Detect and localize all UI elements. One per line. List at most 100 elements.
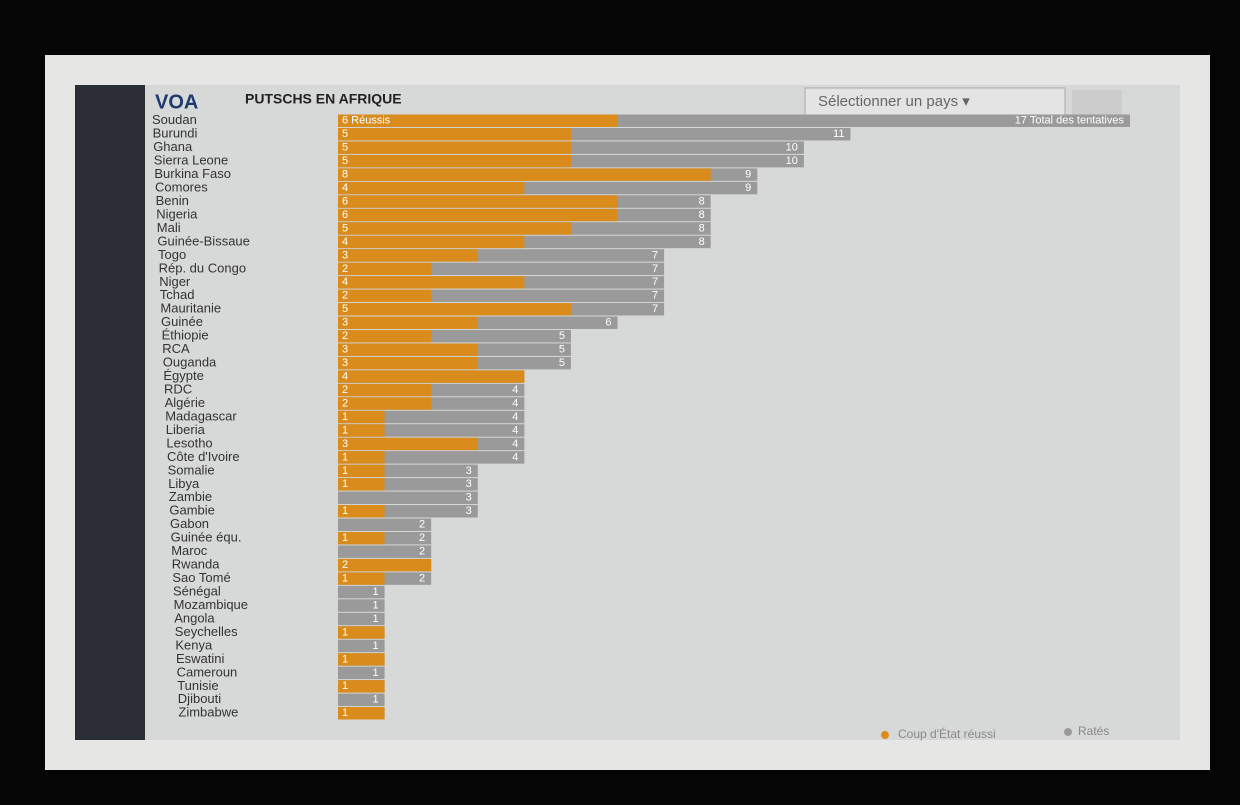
success-label: 4 xyxy=(342,371,348,383)
bar xyxy=(338,208,618,222)
category-label: Benin xyxy=(156,193,189,208)
bar xyxy=(338,558,432,572)
bar xyxy=(338,680,385,693)
success-label: 5 xyxy=(342,128,348,140)
category-label: Sierra Leone xyxy=(154,153,228,168)
bar xyxy=(338,276,525,289)
bar xyxy=(338,693,385,707)
screen-edge xyxy=(75,85,145,740)
total-label: 1 xyxy=(372,586,378,598)
country-select[interactable] xyxy=(804,87,1066,117)
total-label: 8 xyxy=(699,195,705,207)
success-label: 1 xyxy=(342,626,348,638)
category-label: Égypte xyxy=(163,368,203,383)
bar xyxy=(338,343,478,356)
country-select-label[interactable]: Sélectionner un pays ▾ xyxy=(818,93,970,110)
success-label: 4 xyxy=(342,276,348,288)
category-label: Kenya xyxy=(175,637,213,652)
bar xyxy=(338,235,525,249)
legend-label: Coup d'État réussi xyxy=(898,726,996,741)
success-label: 4 xyxy=(342,236,348,248)
bar xyxy=(338,626,385,639)
category-label: Libya xyxy=(168,476,200,491)
total-label: 4 xyxy=(512,438,518,450)
legend-swatch xyxy=(881,731,889,739)
category-label: Burkina Faso xyxy=(154,166,231,181)
category-label: RDC xyxy=(164,382,192,397)
success-label: 6 xyxy=(342,195,348,207)
total-label: 5 xyxy=(559,344,565,356)
success-label: 1 xyxy=(342,505,348,517)
legend-swatch xyxy=(1064,728,1072,736)
total-label: 5 xyxy=(559,330,565,342)
bar xyxy=(338,410,385,424)
total-label: 7 xyxy=(652,290,658,302)
category-label: Rwanda xyxy=(172,557,220,572)
total-label: 2 xyxy=(419,519,425,531)
category-label: Tunisie xyxy=(177,678,218,693)
category-label: Algérie xyxy=(165,395,205,410)
success-label: 1 xyxy=(342,451,348,463)
success-label: 6 Réussis xyxy=(342,115,391,127)
share-button[interactable] xyxy=(1072,90,1122,116)
bar xyxy=(338,356,478,370)
success-label: 1 xyxy=(342,532,348,544)
total-label: 4 xyxy=(512,411,518,423)
success-label: 4 xyxy=(342,182,348,194)
bar xyxy=(338,491,478,505)
total-label: 2 xyxy=(419,573,425,585)
bar xyxy=(338,316,478,329)
success-label: 8 xyxy=(342,169,348,181)
bar xyxy=(338,599,385,612)
bar xyxy=(338,114,618,127)
total-label: 7 xyxy=(652,263,658,275)
total-label: 5 xyxy=(559,357,565,369)
bar xyxy=(338,154,571,168)
bar xyxy=(338,572,385,585)
bar xyxy=(338,424,385,437)
legend-label: Ratés xyxy=(1078,724,1109,738)
category-label: Angola xyxy=(174,610,215,625)
success-label: 1 xyxy=(342,411,348,423)
bar xyxy=(338,437,478,451)
category-label: Zambie xyxy=(169,489,212,504)
success-label: 2 xyxy=(342,263,348,275)
total-label: 17 Total des tentatives xyxy=(1015,115,1125,127)
total-label: 2 xyxy=(419,546,425,558)
bar xyxy=(338,505,385,518)
success-label: 1 xyxy=(342,478,348,490)
bar xyxy=(338,127,571,141)
total-label: 9 xyxy=(745,169,751,181)
total-label: 2 xyxy=(419,532,425,544)
category-label: Guinée xyxy=(161,314,203,329)
category-label: Éthiopie xyxy=(162,328,209,343)
success-label: 5 xyxy=(342,222,348,234)
category-label: Mozambique xyxy=(174,597,248,612)
category-label: Comores xyxy=(155,180,208,195)
category-label: Niger xyxy=(159,274,191,289)
bar xyxy=(338,451,385,464)
category-label: Tchad xyxy=(160,287,195,302)
total-label: 4 xyxy=(512,424,518,436)
total-label: 8 xyxy=(699,222,705,234)
category-label: Mauritanie xyxy=(160,301,221,316)
category-label: Eswatini xyxy=(176,651,225,666)
total-label: 3 xyxy=(466,465,472,477)
category-label: Rép. du Congo xyxy=(159,260,246,275)
success-label: 3 xyxy=(342,438,348,450)
success-label: 1 xyxy=(342,424,348,436)
category-label: Djibouti xyxy=(178,691,221,706)
bar xyxy=(338,329,432,343)
bar xyxy=(338,303,571,316)
total-label: 4 xyxy=(512,451,518,463)
logo: VOA xyxy=(155,91,198,113)
total-label: 4 xyxy=(512,384,518,396)
category-label: Seychelles xyxy=(175,624,238,639)
total-label: 3 xyxy=(466,478,472,490)
category-label: Cameroun xyxy=(177,664,238,679)
bar xyxy=(338,464,385,478)
bar xyxy=(338,222,571,235)
category-label: Liberia xyxy=(166,422,206,437)
category-label: Gabon xyxy=(170,516,209,531)
category-label: Ghana xyxy=(153,139,193,154)
